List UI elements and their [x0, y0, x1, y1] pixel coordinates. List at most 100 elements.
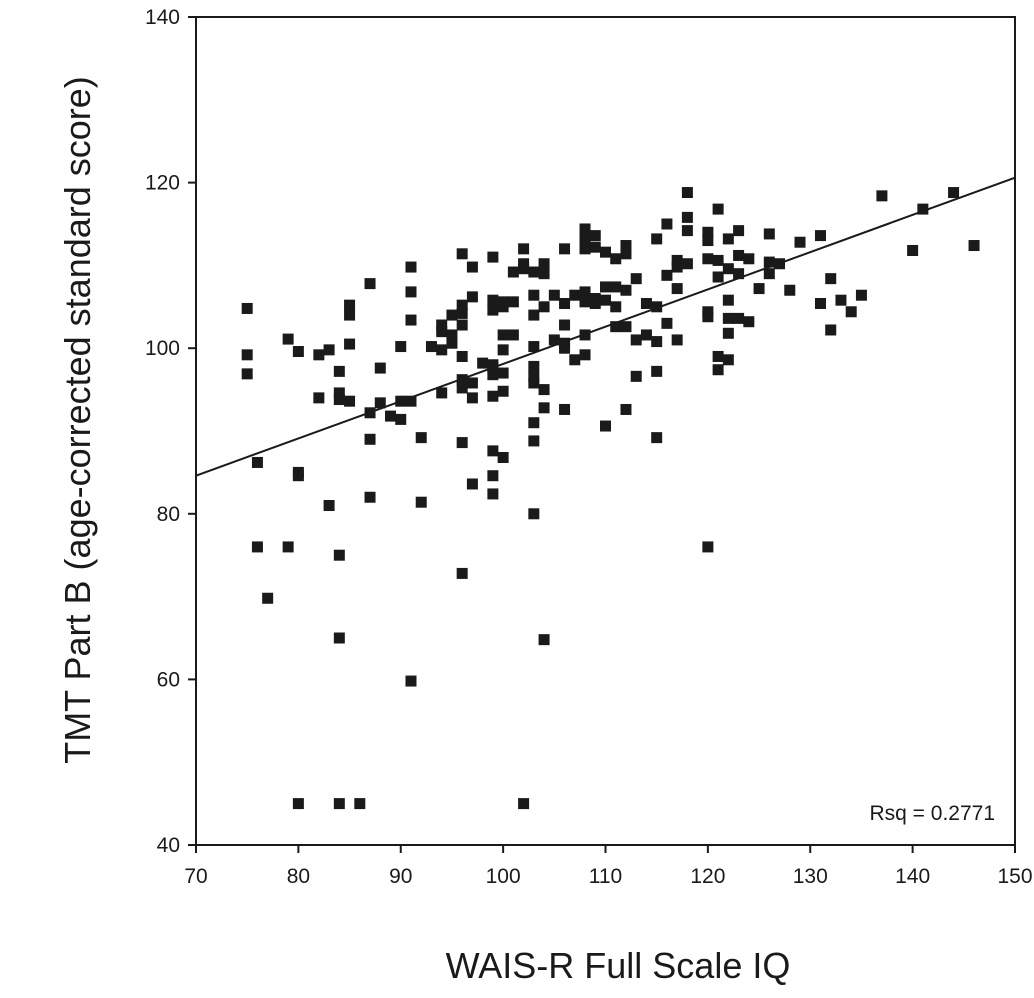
data-point — [528, 377, 540, 389]
data-point — [814, 297, 826, 309]
data-point — [559, 319, 571, 331]
data-point — [722, 327, 734, 339]
x-tick-label: 100 — [486, 865, 521, 888]
data-point — [436, 319, 448, 331]
x-tick-label: 130 — [793, 865, 828, 888]
data-point — [323, 344, 335, 356]
data-point — [497, 344, 509, 356]
data-point — [487, 369, 499, 381]
data-point — [333, 632, 345, 644]
data-point — [344, 338, 356, 350]
data-point — [620, 240, 632, 252]
data-point — [589, 230, 601, 242]
data-point — [282, 541, 294, 553]
data-point — [579, 286, 591, 298]
data-point — [436, 326, 448, 338]
data-point — [538, 268, 550, 280]
x-tick-label: 70 — [184, 865, 207, 888]
data-point — [569, 289, 581, 301]
data-point — [518, 243, 530, 255]
data-point — [620, 403, 632, 415]
data-point — [528, 266, 540, 278]
x-tick-label: 150 — [997, 865, 1032, 888]
data-point — [436, 387, 448, 399]
data-point — [651, 336, 663, 348]
data-point — [661, 317, 673, 329]
data-point — [333, 394, 345, 406]
data-point — [579, 223, 591, 235]
data-point — [548, 289, 560, 301]
data-point — [620, 248, 632, 260]
data-point — [262, 592, 274, 604]
data-point — [487, 304, 499, 316]
data-point — [733, 225, 745, 237]
data-point — [323, 500, 335, 512]
data-point — [681, 225, 693, 237]
data-point — [415, 432, 427, 444]
regression-line — [195, 176, 1016, 477]
data-point — [712, 350, 724, 362]
data-point — [364, 278, 376, 290]
data-point — [405, 675, 417, 687]
r-squared-annotation: Rsq = 0.2771 — [869, 802, 995, 825]
data-point — [794, 236, 806, 248]
data-point — [722, 294, 734, 306]
data-point — [241, 302, 253, 314]
data-point — [559, 403, 571, 415]
data-point — [528, 435, 540, 447]
y-tick-label: 100 — [145, 337, 180, 360]
data-point — [814, 230, 826, 242]
data-point — [497, 367, 509, 379]
data-point — [477, 357, 489, 369]
data-point — [466, 261, 478, 273]
data-point — [466, 478, 478, 490]
data-point — [733, 312, 745, 324]
data-point — [917, 203, 929, 215]
data-point — [610, 301, 622, 313]
data-point — [559, 297, 571, 309]
data-point — [589, 297, 601, 309]
data-point — [763, 268, 775, 280]
data-point — [579, 243, 591, 255]
data-point — [712, 203, 724, 215]
data-point — [702, 235, 714, 247]
data-point — [344, 299, 356, 311]
x-tick-label: 110 — [589, 865, 622, 888]
data-point — [855, 289, 867, 301]
data-point — [405, 261, 417, 273]
data-point — [712, 254, 724, 266]
data-point — [538, 301, 550, 313]
data-point — [661, 218, 673, 230]
data-point — [589, 241, 601, 253]
data-point — [425, 341, 437, 353]
data-point — [600, 281, 611, 293]
data-point — [487, 488, 499, 500]
y-tick-label: 80 — [157, 503, 180, 526]
data-point — [651, 365, 663, 377]
data-point — [466, 392, 478, 404]
data-point — [630, 334, 642, 346]
data-point — [395, 413, 407, 425]
data-point — [600, 246, 611, 258]
data-point — [681, 258, 693, 270]
data-point — [251, 541, 263, 553]
data-point — [620, 321, 632, 333]
data-point — [497, 329, 509, 341]
data-point — [559, 342, 571, 354]
data-point — [712, 364, 724, 376]
data-point — [354, 798, 366, 810]
data-point — [784, 284, 796, 296]
data-point — [313, 349, 325, 361]
data-point — [702, 253, 714, 265]
data-point — [436, 344, 448, 356]
data-point — [948, 187, 960, 199]
data-point — [292, 346, 304, 358]
x-tick-label: 140 — [895, 865, 930, 888]
data-point — [528, 508, 540, 520]
data-point — [518, 263, 530, 275]
data-point — [456, 382, 468, 394]
data-point — [497, 301, 509, 313]
data-point — [733, 268, 745, 280]
data-point — [528, 341, 540, 353]
data-point — [630, 370, 642, 382]
